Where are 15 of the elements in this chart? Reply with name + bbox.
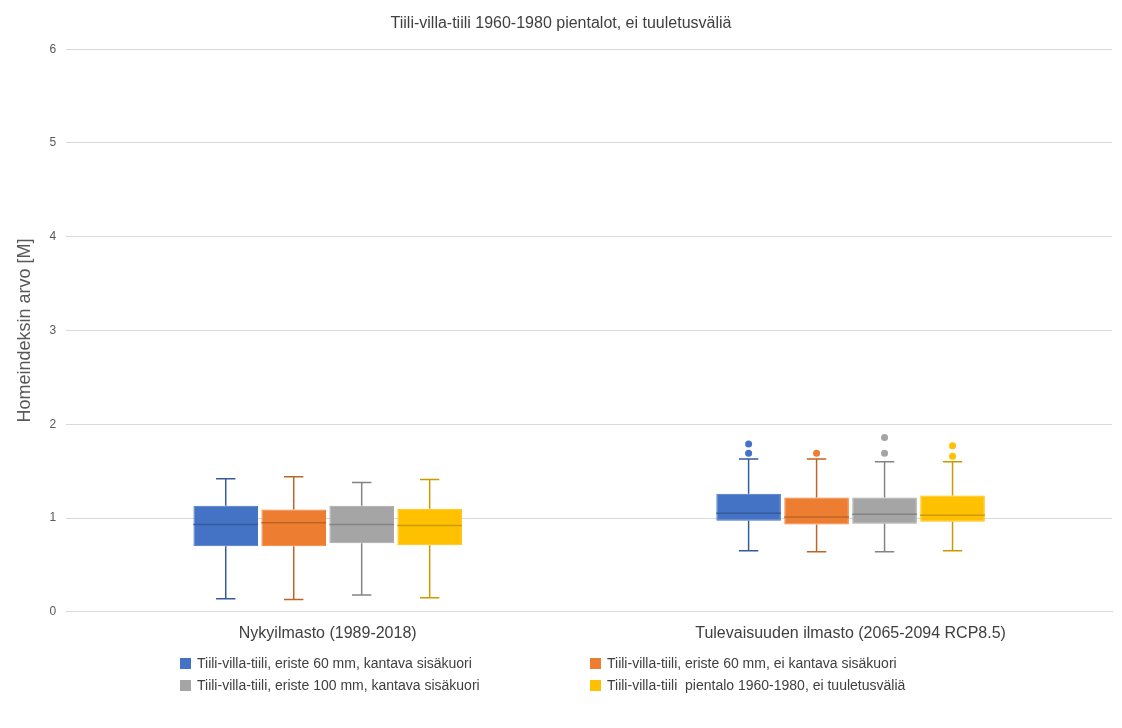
x-tick-label: Nykyilmasto (1989-2018) — [238, 623, 417, 641]
y-tick-label: 2 — [49, 416, 57, 431]
chart-title: Tiili-villa-tiili 1960-1980 pientalot, ei tuuletusväliä — [390, 14, 732, 32]
x-tick-label: Tulevaisuuden ilmasto (2065-2094 RCP8.5) — [695, 623, 1006, 641]
y-tick-label: 1 — [49, 510, 57, 525]
legend-label: Tiili-villa-tiili, eriste 100 mm, kantava sisäkuori — [197, 677, 480, 693]
y-tick-label: 3 — [49, 322, 57, 337]
y-tick-label: 0 — [49, 604, 57, 619]
y-tick-label: 4 — [49, 229, 57, 244]
legend-label: Tiili-villa-tiili, eriste 60 mm, kantava sisäkuori — [197, 655, 472, 671]
y-axis-title: Homeindeksin arvo [M] — [13, 238, 34, 423]
legend-label: Tiili-villa-tiili pientalo 1960-1980, ei tuuletusväliä — [607, 677, 906, 693]
y-tick-label: 6 — [49, 41, 57, 56]
legend-label: Tiili-villa-tiili, eriste 60 mm, ei kantava sisäkuori — [607, 655, 897, 671]
y-tick-label: 5 — [49, 135, 57, 150]
